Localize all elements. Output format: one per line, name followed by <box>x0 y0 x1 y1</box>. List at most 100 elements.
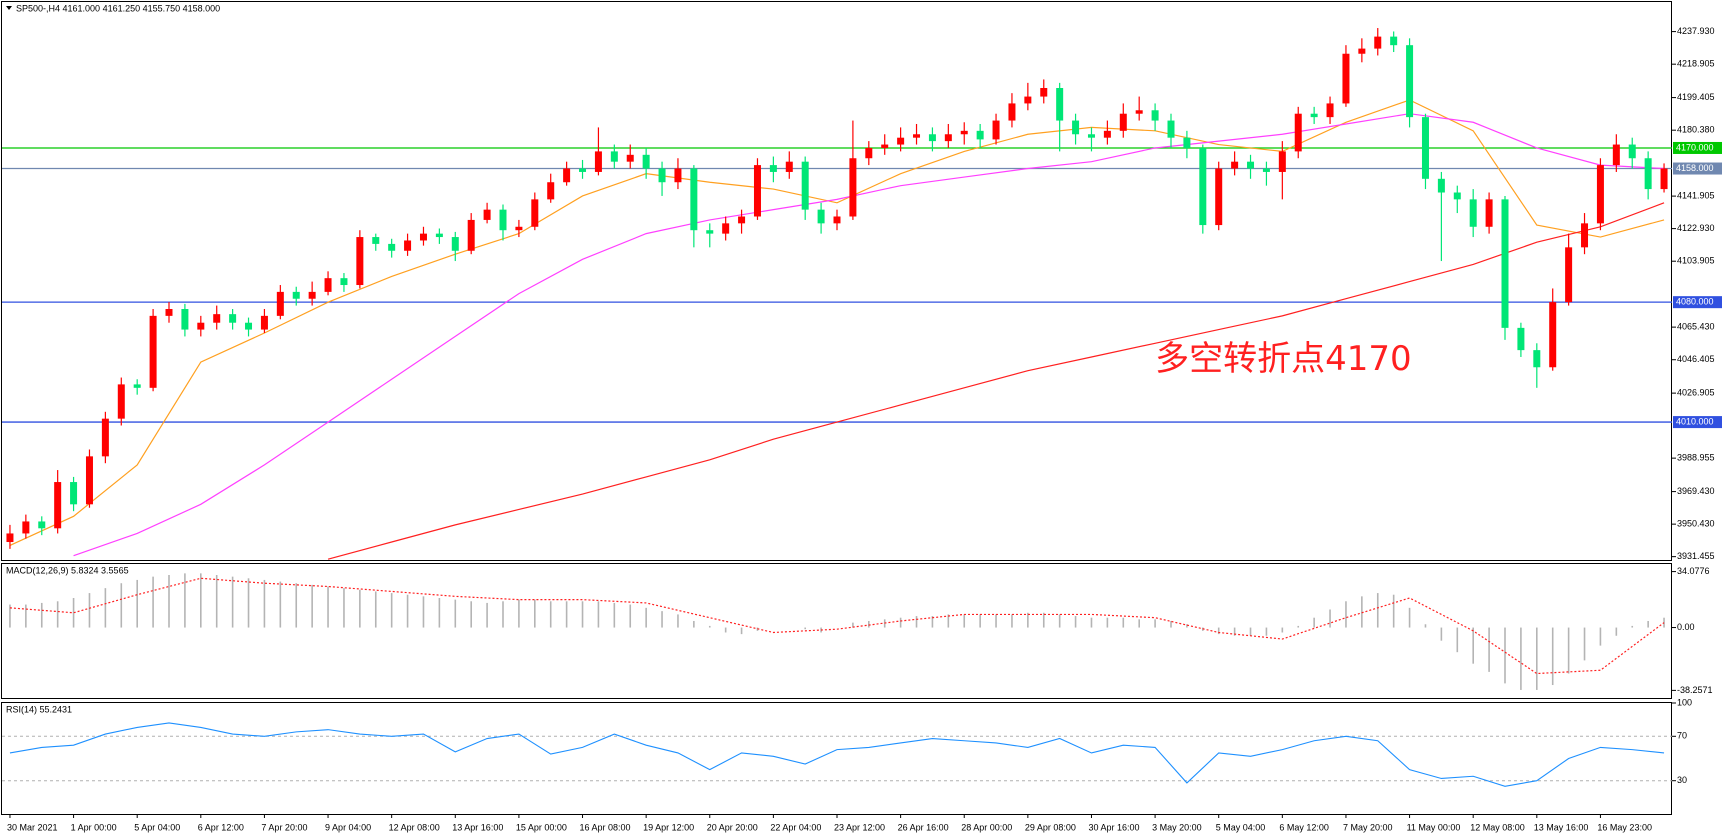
x-tick-label: 13 May 16:00 <box>1534 822 1589 832</box>
candle-body <box>292 291 300 299</box>
candle-body <box>324 278 332 292</box>
candle-body <box>372 237 380 244</box>
candle-body <box>1660 168 1668 190</box>
candle-body <box>197 322 205 330</box>
candle-body <box>1183 137 1191 148</box>
candle-body <box>722 223 730 234</box>
annotation: 多空转折点4170 <box>1155 339 1412 379</box>
x-tick-label: 13 Apr 16:00 <box>452 822 503 832</box>
y-tick-label: 4065.430 <box>1677 321 1715 331</box>
menu-icon[interactable] <box>6 6 12 10</box>
x-tick-label: 12 May 08:00 <box>1470 822 1525 832</box>
level-label-box <box>1673 296 1722 309</box>
signal-line <box>9 577 1665 675</box>
level-label: 4080.000 <box>1676 297 1714 307</box>
candle-body <box>1135 110 1143 114</box>
candle-body <box>833 216 841 224</box>
candle-body <box>690 168 698 231</box>
candle-body <box>769 165 777 172</box>
x-tick-label: 5 Apr 04:00 <box>134 822 180 832</box>
candle-body <box>85 456 93 505</box>
candle-body <box>38 521 46 529</box>
x-tick-label: 23 Apr 12:00 <box>834 822 885 832</box>
x-tick-label: 11 May 00:00 <box>1407 822 1461 832</box>
candle-body <box>913 134 921 138</box>
candle-body <box>1374 36 1382 49</box>
x-tick-label: 12 Apr 08:00 <box>389 822 440 832</box>
y-tick-label: 34.0776 <box>1677 566 1710 576</box>
y-tick-label: 4237.930 <box>1677 26 1715 36</box>
candle-body <box>547 182 555 200</box>
candle-body <box>706 230 714 234</box>
candle-body <box>340 278 348 286</box>
candle-body <box>22 521 30 534</box>
candle-body <box>483 209 491 220</box>
x-tick-label: 5 May 04:00 <box>1216 822 1266 832</box>
candle-body <box>245 322 253 330</box>
y-tick-label: 4103.905 <box>1677 256 1715 266</box>
candle-body <box>1008 103 1016 121</box>
x-tick-label: 28 Apr 00:00 <box>961 822 1012 832</box>
candle-body <box>229 314 237 323</box>
x-tick-label: 15 Apr 00:00 <box>516 822 567 832</box>
candle-body <box>1215 168 1223 226</box>
candle-body <box>1151 110 1159 121</box>
candle-body <box>785 161 793 172</box>
candle-body <box>388 243 396 251</box>
candle-body <box>1549 302 1557 368</box>
level-label-box <box>1673 162 1722 175</box>
candle-body <box>1628 144 1636 159</box>
x-tick-label: 3 May 20:00 <box>1152 822 1202 832</box>
candle-body <box>6 533 14 543</box>
candle-body <box>1119 113 1127 131</box>
candle-body <box>1199 147 1207 226</box>
macd-panel-frame <box>1 563 1672 699</box>
candle-body <box>165 309 173 316</box>
candle-body <box>610 151 618 162</box>
candle-body <box>1103 130 1111 138</box>
x-tick-label: 22 Apr 04:00 <box>770 822 821 832</box>
candle-body <box>435 233 443 238</box>
x-tick-label: 9 Apr 04:00 <box>325 822 371 832</box>
x-tick-label: 16 May 23:00 <box>1597 822 1652 832</box>
candle-body <box>1040 88 1048 97</box>
candle-body <box>1469 199 1477 227</box>
candle-body <box>753 165 761 217</box>
level-label-box <box>1673 141 1722 154</box>
x-tick-label: 30 Apr 16:00 <box>1088 822 1139 832</box>
candle-body <box>1517 327 1525 351</box>
main-title: SP500-,H4 4161.000 4161.250 4155.750 415… <box>16 3 220 13</box>
candle-body <box>897 137 905 145</box>
y-tick-label: 4199.405 <box>1677 92 1715 102</box>
x-tick-label: 29 Apr 08:00 <box>1025 822 1076 832</box>
candle-body <box>1262 168 1270 172</box>
x-tick-label: 19 Apr 12:00 <box>643 822 694 832</box>
y-tick-label: 4141.905 <box>1677 190 1715 200</box>
x-tick-label: 6 Apr 12:00 <box>198 822 244 832</box>
y-tick-label: 4218.905 <box>1677 59 1715 69</box>
x-tick-label: 20 Apr 20:00 <box>707 822 758 832</box>
macd-title: MACD(12,26,9) 5.8324 3.5565 <box>6 565 129 575</box>
candle-body <box>308 291 316 299</box>
y-tick-label: 3969.430 <box>1677 486 1715 496</box>
x-tick-label: 16 Apr 08:00 <box>580 822 631 832</box>
candle-body <box>1501 199 1509 328</box>
level-label: 4158.000 <box>1676 163 1714 173</box>
moving-average <box>9 99 1665 546</box>
candle-body <box>467 219 475 251</box>
candle-body <box>881 144 889 148</box>
y-tick-label: 30 <box>1677 775 1687 785</box>
candle-body <box>579 168 587 172</box>
candle-body <box>594 151 602 172</box>
candle-body <box>976 130 984 140</box>
y-tick-label: 3950.430 <box>1677 519 1715 529</box>
candle-body <box>54 482 62 529</box>
candle-body <box>1453 192 1461 200</box>
candle-body <box>1421 117 1429 179</box>
candle-body <box>1294 113 1302 152</box>
candle-body <box>133 384 141 388</box>
candle-body <box>1024 96 1032 104</box>
y-tick-label: 100 <box>1677 697 1692 707</box>
